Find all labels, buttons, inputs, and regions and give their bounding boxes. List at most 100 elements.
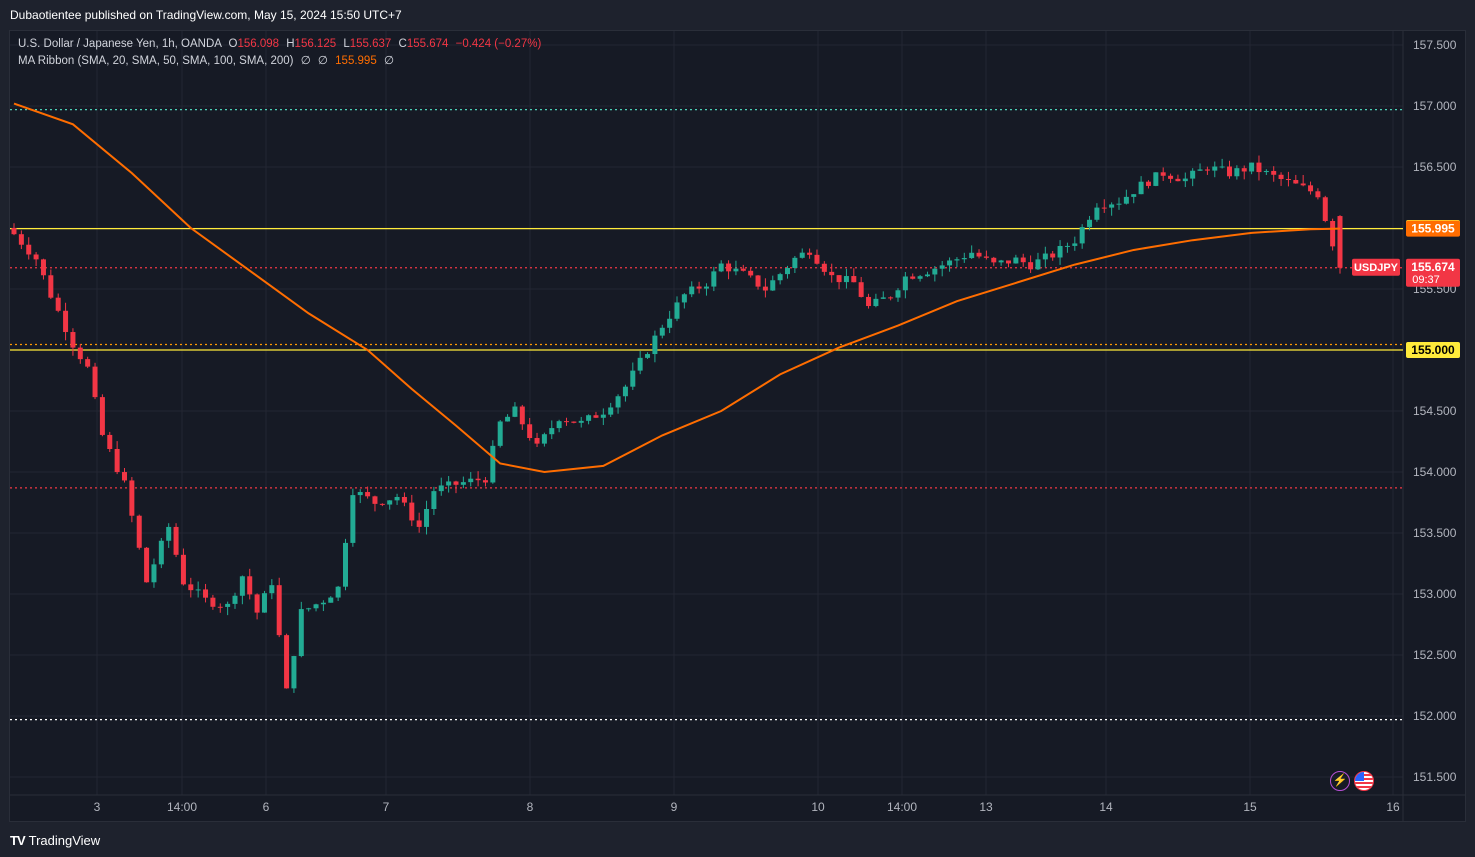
candle-body <box>70 332 76 348</box>
candle-body <box>792 257 798 268</box>
candle-body <box>711 271 717 287</box>
candle-body <box>247 576 253 595</box>
candle-body <box>866 296 872 307</box>
candle-body <box>549 428 555 435</box>
candle-body <box>969 252 975 259</box>
x-tick-label: 6 <box>263 800 270 814</box>
candle-body <box>622 386 628 397</box>
candle-body <box>1175 178 1181 182</box>
candle-body <box>1035 259 1041 270</box>
candle-body <box>519 406 525 425</box>
candle-body <box>372 496 378 504</box>
candle-body <box>1285 179 1291 181</box>
candle-body <box>836 275 842 283</box>
candle-body <box>1197 169 1203 171</box>
candle-body <box>394 496 400 501</box>
candle-body <box>770 280 776 291</box>
candle-body <box>195 589 201 591</box>
price-label-text: 155.674 <box>1411 260 1455 274</box>
ma-null-3: ∅ <box>383 55 394 67</box>
candle-body <box>26 244 32 255</box>
candle-body <box>1256 162 1262 173</box>
candle-body <box>821 263 827 272</box>
y-tick-label: 157.500 <box>1413 38 1457 52</box>
candle-body <box>1138 181 1144 195</box>
candle-body <box>777 274 783 281</box>
candle-body <box>1249 162 1255 172</box>
candle-body <box>210 597 216 607</box>
candle-body <box>1094 207 1100 220</box>
x-tick-label: 7 <box>383 800 390 814</box>
candle-body <box>33 254 39 260</box>
y-tick-label: 156.500 <box>1413 160 1457 174</box>
ma-title: MA Ribbon (SMA, 20, SMA, 50, SMA, 100, S… <box>18 55 294 67</box>
candle-body <box>991 257 997 263</box>
candle-body <box>512 406 518 417</box>
candle-body <box>541 434 547 444</box>
close-value: 155.674 <box>406 38 449 50</box>
candle-body <box>298 609 304 657</box>
high-value: 156.125 <box>294 38 337 50</box>
publisher-line: Dubaotientee published on TradingView.co… <box>10 8 402 22</box>
candle-body <box>1050 253 1056 258</box>
chart-frame[interactable] <box>9 30 1466 822</box>
symbol-legend-row: U.S. Dollar / Japanese Yen, 1h, OANDA O1… <box>18 36 541 53</box>
candle-body <box>99 397 105 435</box>
candle-body <box>261 593 267 613</box>
candle-body <box>1308 185 1314 192</box>
candle-body <box>1204 169 1210 171</box>
low-value: 155.637 <box>349 38 392 50</box>
candle-body <box>726 263 732 272</box>
candle-body <box>48 275 54 298</box>
candle-body <box>438 485 444 492</box>
candle-body <box>180 554 186 585</box>
x-tick-label: 3 <box>94 800 101 814</box>
candle-body <box>1145 181 1151 186</box>
us-flag-icon[interactable] <box>1354 771 1374 791</box>
price-label-bg <box>1406 342 1460 358</box>
candle-body <box>1131 194 1137 197</box>
footer: TV TradingView <box>0 822 1475 857</box>
candle-body <box>122 472 127 481</box>
x-tick-label: 15 <box>1243 800 1257 814</box>
candle-body <box>320 602 326 605</box>
y-tick-label: 154.500 <box>1413 404 1457 418</box>
tradingview-logo[interactable]: TV TradingView <box>10 833 100 848</box>
candle-body <box>578 420 584 423</box>
flash-icon[interactable]: ⚡ <box>1330 771 1350 791</box>
top-bar: Dubaotientee published on TradingView.co… <box>0 0 1475 30</box>
candle-body <box>409 502 415 521</box>
chart-legend: U.S. Dollar / Japanese Yen, 1h, OANDA O1… <box>18 36 541 70</box>
symbol-tag-text: USDJPY <box>1354 262 1399 274</box>
candle-body <box>92 366 98 398</box>
candle-body <box>1079 227 1085 244</box>
candle-body <box>571 421 577 423</box>
low-label: L <box>343 38 350 50</box>
candle-body <box>689 286 695 295</box>
candle-body <box>1227 166 1232 177</box>
open-value: 156.098 <box>237 38 280 50</box>
candle-body <box>1293 180 1299 184</box>
candle-body <box>564 421 569 423</box>
candle-body <box>1278 174 1284 180</box>
candle-body <box>718 263 724 272</box>
candle-body <box>158 540 164 565</box>
candle-body <box>829 271 835 276</box>
x-tick-label: 9 <box>671 800 678 814</box>
y-tick-label: 153.500 <box>1413 526 1457 540</box>
candle-body <box>910 276 916 279</box>
candle-body <box>475 478 481 481</box>
candle-body <box>681 294 687 303</box>
candle-body <box>188 584 194 591</box>
candle-body <box>1212 166 1218 171</box>
candle-body <box>1271 170 1277 175</box>
candle-body <box>659 327 665 336</box>
candle-body <box>313 604 319 609</box>
candle-body <box>703 286 709 289</box>
candle-body <box>1241 168 1247 172</box>
candle-body <box>1123 196 1129 204</box>
candle-body <box>11 228 17 235</box>
candle-body <box>586 415 592 421</box>
x-tick-label: 13 <box>979 800 993 814</box>
